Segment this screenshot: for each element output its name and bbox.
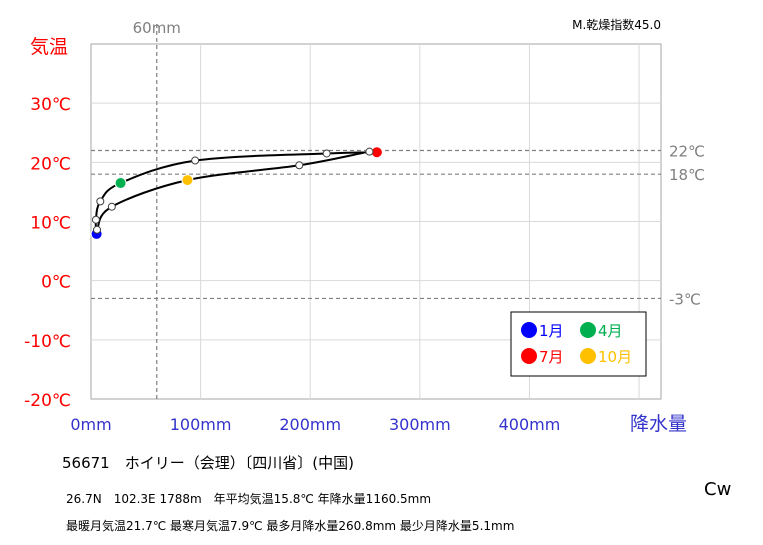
climate-classification: Cw [704,479,732,500]
y-tick-label: 30℃ [30,95,71,115]
legend-marker-month-4 [580,322,596,338]
month-point-9 [295,161,304,170]
month-point-11 [107,202,116,211]
aridity-index-label: M.乾燥指数45.0 [572,17,661,32]
x-tick-label: 200mm [279,415,341,434]
legend-marker-month-7 [521,348,537,364]
x-tick-label: 300mm [389,415,451,434]
reference-label-temperature: 18℃ [669,166,705,184]
reference-label-temperature: 22℃ [669,143,705,161]
month-point-12 [93,225,102,234]
station-summary-line-1: 26.7N 102.3E 1788m 年平均気温15.8℃ 年降水量1160.5… [66,492,432,506]
month-point-2 [91,215,100,224]
month-point-6 [322,149,331,158]
x-tick-label: 0mm [70,415,111,434]
legend-label-month-4: 4月 [598,322,623,340]
reference-label-precipitation: 60mm [133,19,181,37]
legend-box [510,311,647,377]
legend-label-month-7: 7月 [539,348,564,366]
y-tick-label: 0℃ [41,273,71,293]
climograph-chart: 60mm 22℃ 18℃ -3℃ 30℃ 20℃ 10℃ 0℃ -10℃ -20℃ 0mm 100mm… [24,17,705,435]
legend-marker-month-1 [521,322,537,338]
y-tick-label: 20℃ [30,154,71,174]
station-summary-line-2: 最暖月気温21.7℃ 最寒月気温7.9℃ 最多月降水量260.8mm 最少月降水… [66,519,515,533]
y-tick-label: 10℃ [30,214,71,234]
station-name: 56671 ホイリー（会理）〔四川省〕(中国) [62,454,354,472]
y-axis-title: 気温 [30,36,68,58]
y-tick-label: -20℃ [24,391,71,411]
x-tick-label: 100mm [170,415,232,434]
x-tick-label: 400mm [499,415,561,434]
legend-label-month-1: 1月 [539,322,564,340]
month-point-4 [114,177,127,190]
month-point-10 [181,174,194,187]
month-point-3 [96,197,105,206]
legend-marker-month-10 [580,348,596,364]
x-axis-title: 降水量 [630,413,687,435]
month-point-8 [365,147,374,156]
legend-label-month-10: 10月 [598,348,632,366]
y-tick-label: -10℃ [24,332,71,352]
reference-label-temperature: -3℃ [669,290,701,308]
month-point-5 [191,156,200,165]
